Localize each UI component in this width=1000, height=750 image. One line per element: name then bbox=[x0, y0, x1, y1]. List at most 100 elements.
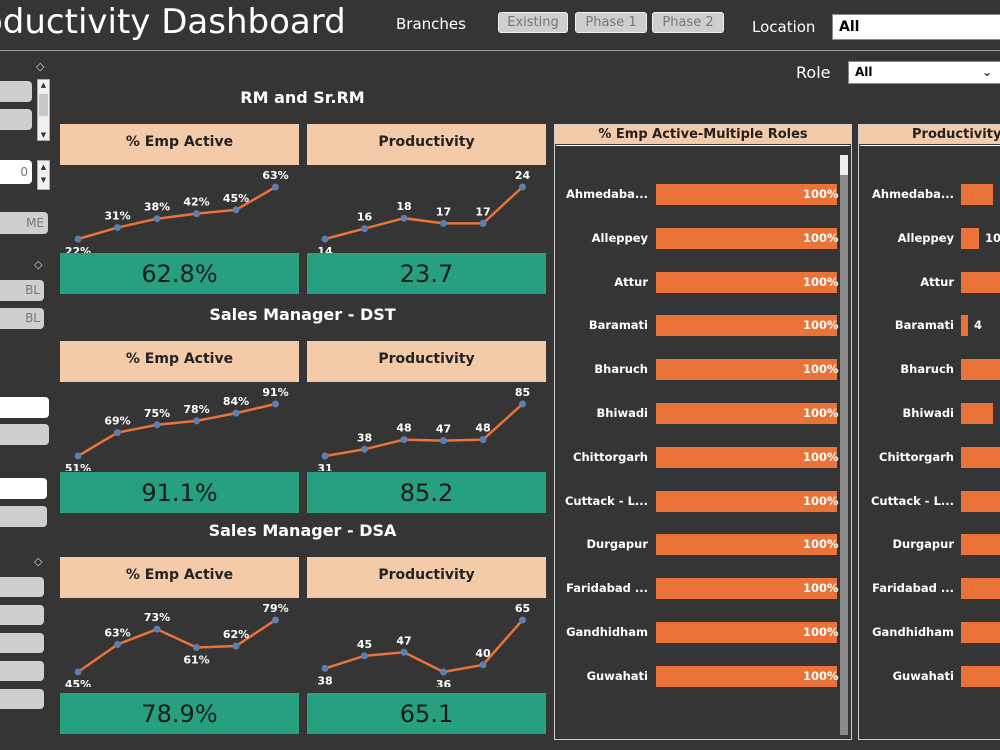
spinner-down-icon[interactable]: ▼ bbox=[40, 176, 47, 184]
trend-point bbox=[232, 409, 240, 417]
slicer-item-3[interactable] bbox=[0, 424, 49, 445]
trend-point bbox=[361, 445, 368, 453]
value-bar[interactable] bbox=[656, 490, 837, 512]
trend-line bbox=[324, 186, 524, 241]
clear-filter-icon-2[interactable]: ◇ bbox=[34, 258, 43, 271]
trend-value-label: 48 bbox=[475, 422, 490, 435]
slicer-button-bl-1[interactable]: BL bbox=[0, 280, 44, 301]
value-bar[interactable] bbox=[961, 578, 1000, 600]
value-bar[interactable] bbox=[961, 315, 968, 337]
city-label: Alleppey bbox=[897, 230, 954, 245]
spinner-up-icon[interactable]: ▲ bbox=[40, 163, 47, 171]
spinner-control[interactable]: ▲ ▼ bbox=[37, 160, 50, 190]
value-bar[interactable] bbox=[961, 359, 1000, 381]
slicer-item-4[interactable] bbox=[0, 506, 47, 527]
value-bar[interactable] bbox=[961, 227, 979, 249]
value-bar[interactable] bbox=[961, 446, 1000, 468]
city-label: Attur bbox=[920, 274, 954, 289]
bar-value-label: 100% bbox=[803, 230, 839, 245]
bar-value-label: 100% bbox=[803, 406, 839, 420]
panel-scroll-thumb[interactable] bbox=[840, 155, 848, 175]
productivity-multiple-roles-header: Productivity - bbox=[859, 125, 1000, 144]
trend-value-label: 69% bbox=[104, 415, 130, 428]
slicer-button-me[interactable]: ME bbox=[0, 212, 48, 234]
trend-point bbox=[114, 429, 121, 437]
trend-value-label: 45% bbox=[223, 192, 249, 205]
clear-filter-icon-3[interactable]: ◇ bbox=[34, 555, 43, 568]
trend-value-label: 47 bbox=[396, 634, 411, 647]
branch-button-phase-1[interactable]: Phase 1 bbox=[575, 12, 647, 33]
slicer-item-7[interactable] bbox=[0, 633, 44, 653]
value-bar[interactable] bbox=[656, 446, 837, 468]
city-label: Alleppey bbox=[591, 230, 648, 245]
value-bar[interactable] bbox=[656, 534, 837, 556]
value-bar[interactable] bbox=[961, 490, 1000, 512]
productivity-kpi-value: 85.2 bbox=[307, 472, 546, 513]
trend-point bbox=[114, 640, 121, 648]
bar-value-label: 100% bbox=[803, 187, 839, 201]
section-title: Sales Manager - DSA bbox=[208, 521, 397, 540]
slicer-scrollbar[interactable]: ▲ ▼ bbox=[37, 79, 50, 141]
trend-value-label: 63% bbox=[104, 626, 130, 639]
clear-filter-icon[interactable]: ◇ bbox=[36, 60, 45, 73]
value-bar[interactable] bbox=[656, 403, 837, 424]
city-label: Bharuch bbox=[900, 362, 954, 377]
spinner-input[interactable]: 0 bbox=[0, 160, 32, 184]
value-bar[interactable] bbox=[656, 315, 837, 337]
slicer-item-8[interactable] bbox=[0, 661, 44, 681]
city-label: Attur bbox=[614, 274, 648, 289]
chevron-down-icon: ⌄ bbox=[981, 65, 992, 79]
slicer-item-white-2[interactable] bbox=[0, 478, 47, 499]
value-bar[interactable] bbox=[961, 403, 993, 424]
trend-value-label: 79% bbox=[262, 602, 288, 615]
value-bar[interactable] bbox=[656, 271, 837, 293]
scroll-down-icon[interactable]: ▼ bbox=[40, 131, 47, 139]
value-bar[interactable] bbox=[961, 184, 993, 205]
trend-point bbox=[153, 625, 161, 633]
value-bar[interactable] bbox=[656, 227, 837, 249]
value-bar[interactable] bbox=[656, 665, 837, 687]
scroll-thumb[interactable] bbox=[39, 94, 48, 116]
value-bar[interactable] bbox=[961, 271, 1000, 293]
bar-value-label: 4 bbox=[974, 318, 983, 333]
value-bar[interactable] bbox=[656, 578, 837, 600]
branches-label-text: Branches bbox=[396, 15, 466, 33]
trend-point bbox=[74, 668, 82, 676]
city-label: Ahmedaba... bbox=[566, 187, 648, 201]
trend-line bbox=[324, 403, 524, 458]
value-bar[interactable] bbox=[656, 359, 837, 381]
trend-line bbox=[77, 618, 277, 674]
slicer-item-9[interactable] bbox=[0, 689, 44, 709]
emp-active-sparkline: 45% 63% 73% 61% 62% 79% bbox=[65, 602, 289, 687]
trend-value-label: 42% bbox=[183, 196, 209, 209]
slicer-button-bl-2[interactable]: BL bbox=[0, 308, 44, 329]
value-bar[interactable] bbox=[656, 184, 837, 205]
value-bar[interactable] bbox=[961, 534, 1000, 556]
slicer-item-1[interactable] bbox=[0, 81, 32, 102]
panel-scrollbar[interactable] bbox=[840, 155, 848, 735]
branch-button-existing[interactable]: Existing bbox=[498, 12, 568, 33]
trend-point bbox=[193, 417, 200, 425]
value-bar[interactable] bbox=[961, 665, 1000, 687]
city-label: Faridabad ... bbox=[872, 581, 954, 596]
branch-button-phase-2[interactable]: Phase 2 bbox=[652, 12, 724, 33]
value-bar[interactable] bbox=[961, 622, 1000, 643]
slicer-item-5[interactable] bbox=[0, 577, 44, 597]
section-title: Sales Manager - DST bbox=[209, 305, 396, 324]
city-label: Guwahati bbox=[892, 668, 954, 683]
location-select[interactable]: All bbox=[832, 14, 1000, 40]
slicer-item-white-1[interactable] bbox=[0, 397, 49, 418]
role-select[interactable]: All ⌄ bbox=[848, 61, 1000, 84]
scroll-up-icon[interactable]: ▲ bbox=[40, 81, 47, 89]
trend-value-label: 22% bbox=[65, 245, 91, 254]
slicer-item-2[interactable] bbox=[0, 109, 32, 130]
productivity-sparkline: 38 45 47 36 40 65 bbox=[317, 602, 530, 687]
trend-point bbox=[321, 235, 329, 243]
bar-value-label: 100% bbox=[803, 274, 839, 289]
trend-point bbox=[232, 206, 240, 214]
productivity-sparkline: 14 16 18 17 17 24 bbox=[317, 169, 530, 254]
slicer-item-6[interactable] bbox=[0, 605, 44, 625]
value-bar[interactable] bbox=[656, 622, 837, 643]
trend-value-label: 51% bbox=[65, 462, 91, 471]
bar-value-label: 100% bbox=[803, 362, 839, 377]
